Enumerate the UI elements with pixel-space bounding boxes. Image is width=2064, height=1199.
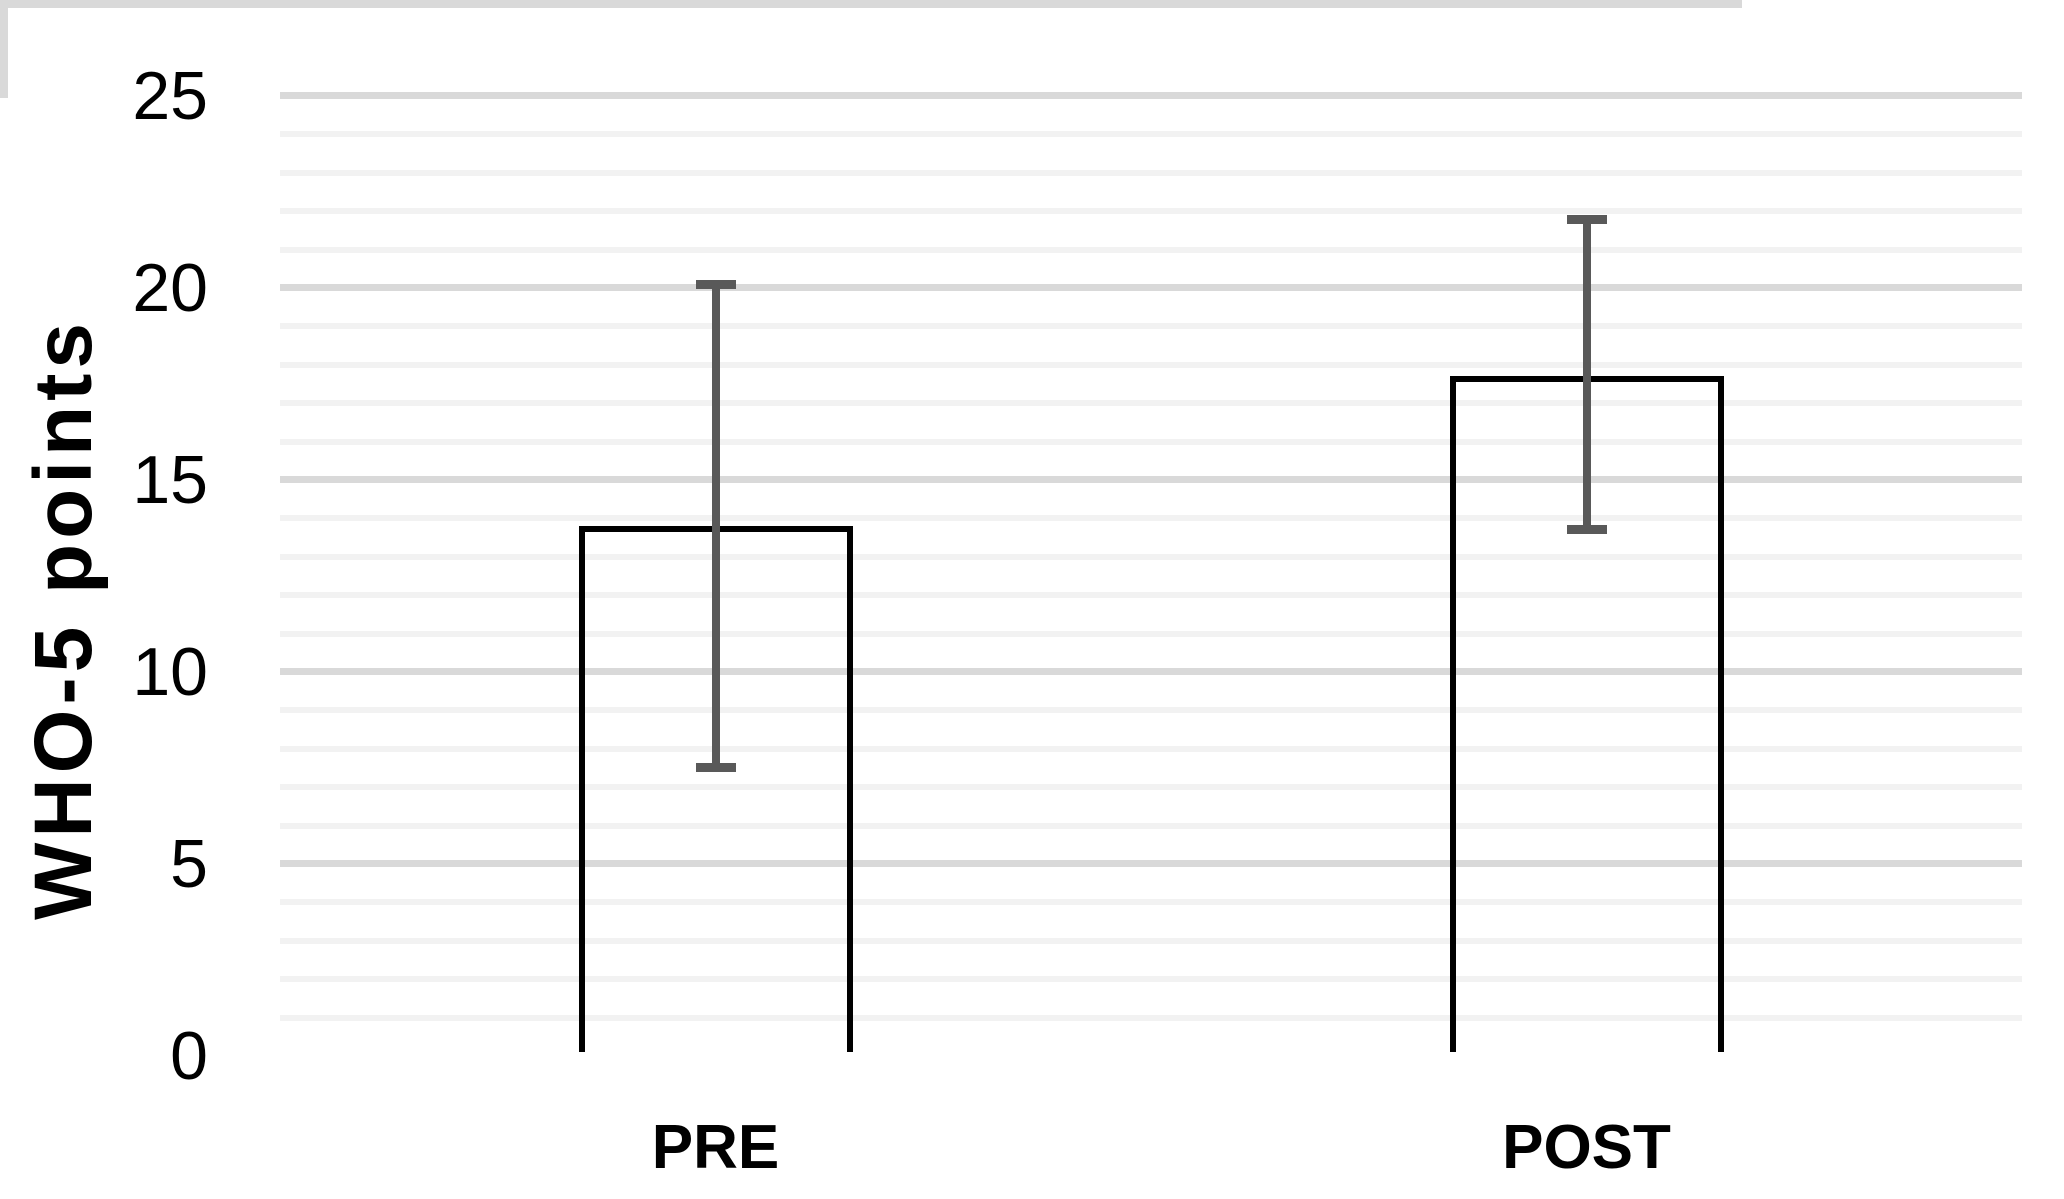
gridline-major <box>280 860 2022 867</box>
gridline-minor <box>280 438 2022 445</box>
y-tick-label: 25 <box>132 58 208 134</box>
x-axis-tick <box>0 68 8 98</box>
gridline-minor <box>280 784 2022 791</box>
y-tick-label: 15 <box>132 442 208 518</box>
x-axis-line <box>0 0 1742 8</box>
gridline-minor <box>280 592 2022 599</box>
gridline-minor <box>280 400 2022 407</box>
error-bar-cap-bottom <box>695 763 736 772</box>
gridline-minor <box>280 937 2022 944</box>
gridline-minor <box>280 169 2022 176</box>
gridline-minor <box>280 707 2022 714</box>
gridline-minor <box>280 899 2022 906</box>
x-category-label: POST <box>1502 1113 1671 1182</box>
gridline-minor <box>280 745 2022 752</box>
gridline-minor <box>280 131 2022 138</box>
y-tick-label: 5 <box>170 826 208 902</box>
gridline-minor <box>280 361 2022 368</box>
error-bar-cap-bottom <box>1566 524 1607 534</box>
gridline-minor <box>280 246 2022 253</box>
gridline-major <box>280 284 2022 291</box>
error-bar-line <box>711 284 720 768</box>
gridline-major <box>280 668 2022 675</box>
y-tick-label: 10 <box>132 634 208 710</box>
y-tick-label: 20 <box>132 250 208 326</box>
gridline-minor <box>280 553 2022 560</box>
gridline-minor <box>280 208 2022 215</box>
x-category-label: PRE <box>651 1113 780 1182</box>
gridline-minor <box>280 515 2022 522</box>
gridline-minor <box>280 630 2022 637</box>
error-bar-cap-top <box>1566 214 1607 224</box>
gridline-minor <box>280 323 2022 330</box>
gridline-minor <box>280 1014 2022 1021</box>
gridline-major <box>280 92 2022 99</box>
error-bar-cap-top <box>695 280 736 290</box>
gridline-minor <box>280 822 2022 829</box>
x-axis-tick <box>0 8 8 38</box>
gridline-major <box>280 476 2022 483</box>
error-bar-line <box>1582 218 1591 530</box>
gridline-minor <box>280 976 2022 983</box>
y-tick-label: 0 <box>170 1018 208 1094</box>
x-axis-tick <box>0 38 8 68</box>
